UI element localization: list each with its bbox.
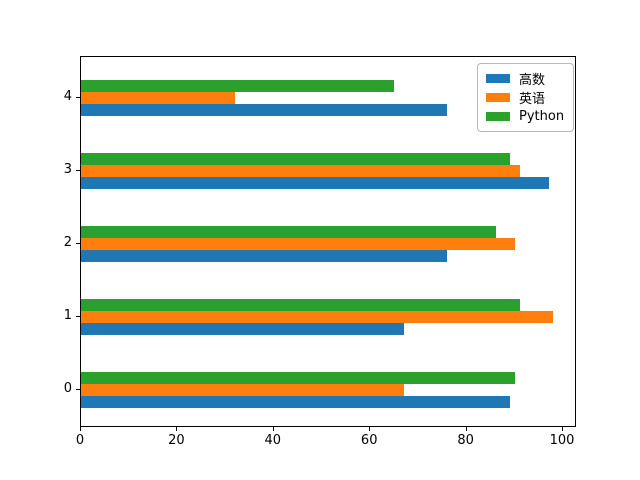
legend-label: 英语	[519, 92, 546, 107]
bar-series2-cat0	[81, 372, 515, 385]
x-tick-label: 80	[457, 433, 474, 448]
bar-series0-cat0	[81, 396, 510, 409]
x-tick-mark	[465, 427, 467, 431]
x-tick-mark	[369, 427, 371, 431]
legend-swatch-icon	[486, 112, 510, 121]
bar-series1-cat3	[81, 164, 520, 177]
y-tick-mark	[76, 96, 80, 98]
x-tick-label: 40	[264, 433, 282, 448]
y-tick-mark	[76, 169, 80, 171]
y-tick-label: 1	[63, 308, 72, 324]
legend-label: Python	[519, 109, 565, 124]
bar-series2-cat4	[81, 79, 395, 92]
x-tick-label: 100	[549, 433, 575, 448]
y-tick-mark	[76, 242, 80, 244]
x-tick-mark	[562, 427, 564, 431]
bar-series0-cat2	[81, 249, 448, 262]
legend: 高数英语 Python	[477, 63, 575, 132]
y-tick-label: 2	[63, 234, 72, 250]
legend-entry-0: 高数	[486, 70, 564, 88]
bar-series1-cat1	[81, 311, 554, 324]
legend-entry-1: 英语	[486, 89, 564, 107]
bar-series0-cat4	[81, 103, 448, 116]
x-tick-label: 20	[168, 433, 185, 448]
x-tick-mark	[80, 427, 81, 431]
bar-series2-cat3	[81, 152, 510, 165]
x-tick-label: 60	[360, 433, 378, 448]
bar-series1-cat2	[81, 237, 515, 250]
bar-series2-cat1	[81, 299, 520, 312]
y-tick-mark	[76, 389, 80, 391]
bar-series1-cat0	[81, 384, 404, 397]
y-tick-label: 4	[63, 88, 72, 104]
x-tick-mark	[272, 427, 274, 431]
legend-swatch-icon	[486, 74, 510, 83]
y-tick-label: 3	[63, 161, 72, 177]
legend-entry-2: Python	[486, 108, 564, 125]
y-tick-mark	[76, 316, 80, 318]
bar-series1-cat4	[81, 91, 236, 104]
legend-label: 高数	[519, 73, 546, 88]
legend-swatch-icon	[486, 93, 510, 102]
y-tick-label: 0	[63, 381, 72, 397]
bar-series0-cat3	[81, 176, 549, 189]
bar-series0-cat1	[81, 323, 404, 336]
x-tick-mark	[176, 427, 178, 431]
x-tick-label: 0	[75, 433, 85, 448]
bar-series2-cat2	[81, 225, 496, 238]
